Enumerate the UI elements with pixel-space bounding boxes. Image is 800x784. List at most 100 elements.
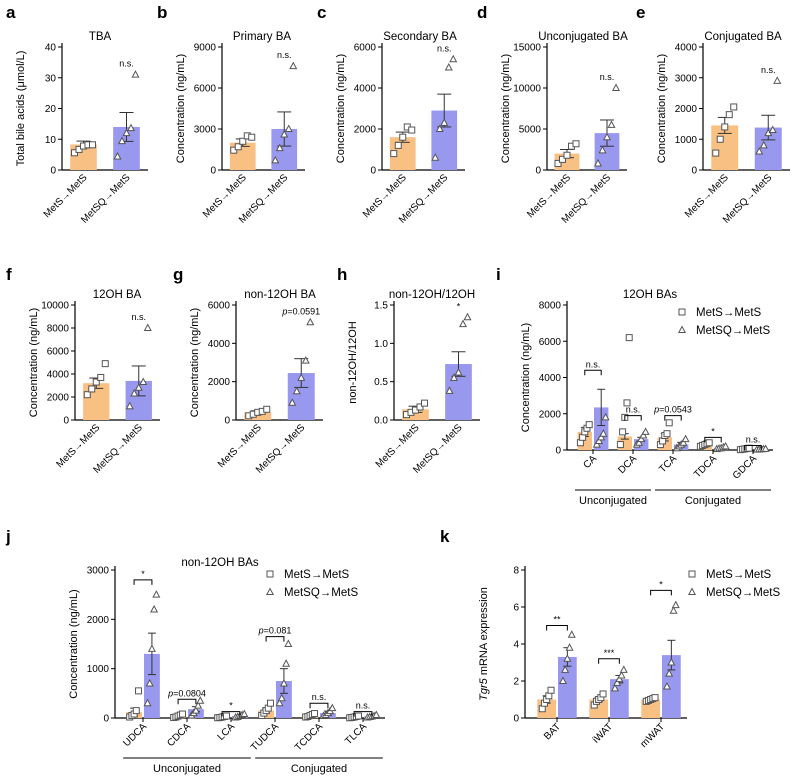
data-point (92, 378, 100, 386)
y-tick-label: 0.0 (374, 416, 388, 427)
data-point (561, 665, 570, 673)
category-label: DCA (616, 453, 639, 476)
group-label: Unconjugated (579, 495, 647, 507)
data-point (665, 419, 673, 427)
data-point (310, 710, 318, 718)
data-point (773, 76, 782, 84)
data-point (730, 103, 738, 111)
data-point (572, 140, 580, 148)
category-label: TCA (657, 453, 679, 475)
data-point (132, 707, 140, 715)
data-point (598, 145, 607, 154)
legend-marker (688, 570, 696, 578)
significance-label: n.s. (437, 43, 452, 53)
data-point (563, 654, 572, 662)
y-tick-label: 6 (513, 603, 519, 614)
group-label: Unconjugated (153, 763, 221, 775)
y-tick-label: 2000 (208, 377, 231, 388)
significance-bracket (133, 579, 153, 585)
y-tick-label: 40 (45, 43, 57, 54)
y-tick-label: 2000 (539, 409, 562, 420)
y-axis-label: Concentration (ng/mL) (335, 54, 347, 163)
y-axis-label: Concentration (ng/mL) (656, 54, 668, 163)
data-point (625, 334, 633, 342)
data-point (716, 135, 724, 143)
y-tick-label: 8000 (47, 324, 70, 335)
data-point (611, 83, 621, 91)
category-label: MetS→MetS (683, 172, 731, 220)
data-point (130, 388, 139, 397)
data-point (416, 403, 424, 411)
data-point (117, 136, 127, 145)
data-point (721, 123, 729, 131)
legend-marker (678, 308, 686, 316)
y-tick-label: 9000 (194, 43, 217, 54)
data-point (399, 133, 407, 141)
data-point (279, 678, 288, 687)
data-point (607, 120, 616, 128)
y-tick-label: 4000 (539, 373, 562, 384)
category-label: TUDCA (249, 721, 281, 753)
significance-label: * (711, 426, 715, 436)
data-point (663, 430, 671, 438)
y-tick-label: 4000 (675, 43, 698, 54)
panel-title: 12OH BA (93, 289, 142, 301)
data-point (390, 150, 398, 158)
data-point (83, 391, 91, 399)
legend-marker (677, 325, 687, 333)
data-point (431, 153, 440, 161)
legend-marker (266, 570, 274, 578)
data-point (145, 678, 154, 687)
category-label: MetS→MetS (216, 422, 264, 470)
data-point (284, 124, 293, 132)
y-tick-label: 3000 (675, 73, 698, 84)
significance-label: * (659, 579, 663, 589)
bar (662, 655, 681, 718)
significance-label: *** (604, 648, 615, 658)
data-point (593, 158, 603, 167)
legend-entry: MetS→MetS (706, 569, 772, 581)
significance-label: p=0.0804 (167, 688, 206, 698)
data-point (721, 441, 730, 450)
y-tick-label: 10 (45, 135, 57, 146)
y-tick-label: 2 (513, 677, 519, 688)
data-point (651, 694, 659, 702)
category-label: TDCA (692, 453, 719, 480)
data-point (759, 140, 768, 149)
category-label: CDCA (165, 721, 193, 749)
data-point (444, 62, 453, 71)
data-point (602, 132, 612, 141)
panel-letter: c (317, 3, 326, 22)
data-point (240, 709, 249, 718)
data-point (558, 676, 567, 684)
data-point (639, 430, 648, 439)
panel-letter: d (477, 3, 487, 22)
chart-panel-e: e Conjugated BA 0 1000 2000 3000 4000 Concentra… (636, 3, 790, 226)
y-tick-label: 30 (45, 73, 57, 84)
data-point (547, 686, 555, 694)
data-point (282, 659, 291, 667)
data-point (134, 687, 142, 695)
panel-letter: j (5, 527, 11, 546)
chart-panel-j: j non-12OH BAs 0 1000 2000 3000 Concentration … (5, 527, 385, 775)
data-point (266, 699, 274, 707)
y-tick-label: 0 (691, 166, 697, 177)
data-point (143, 698, 152, 707)
data-point (88, 385, 96, 393)
y-tick-label: 0 (535, 166, 541, 177)
y-tick-label: 2000 (47, 393, 70, 404)
y-tick-label: 15000 (513, 43, 541, 54)
significance-label: ** (553, 615, 561, 625)
data-point (619, 665, 628, 673)
y-axis-label: Concentration (ng/mL) (68, 589, 80, 698)
panel-letter: k (440, 527, 450, 546)
y-tick-label: 0 (224, 416, 230, 427)
data-point (725, 111, 733, 119)
y-tick-label: 4000 (354, 84, 377, 95)
data-point (449, 54, 458, 63)
panel-letter: i (496, 265, 501, 284)
y-tick-label: 0 (370, 166, 376, 177)
data-point (592, 440, 601, 448)
y-tick-label: 4000 (47, 370, 70, 381)
chart-panel-k: k 0 2 4 6 8 Tgr5 mRNA expression BAT ** iWAT *** mW… (440, 527, 780, 750)
